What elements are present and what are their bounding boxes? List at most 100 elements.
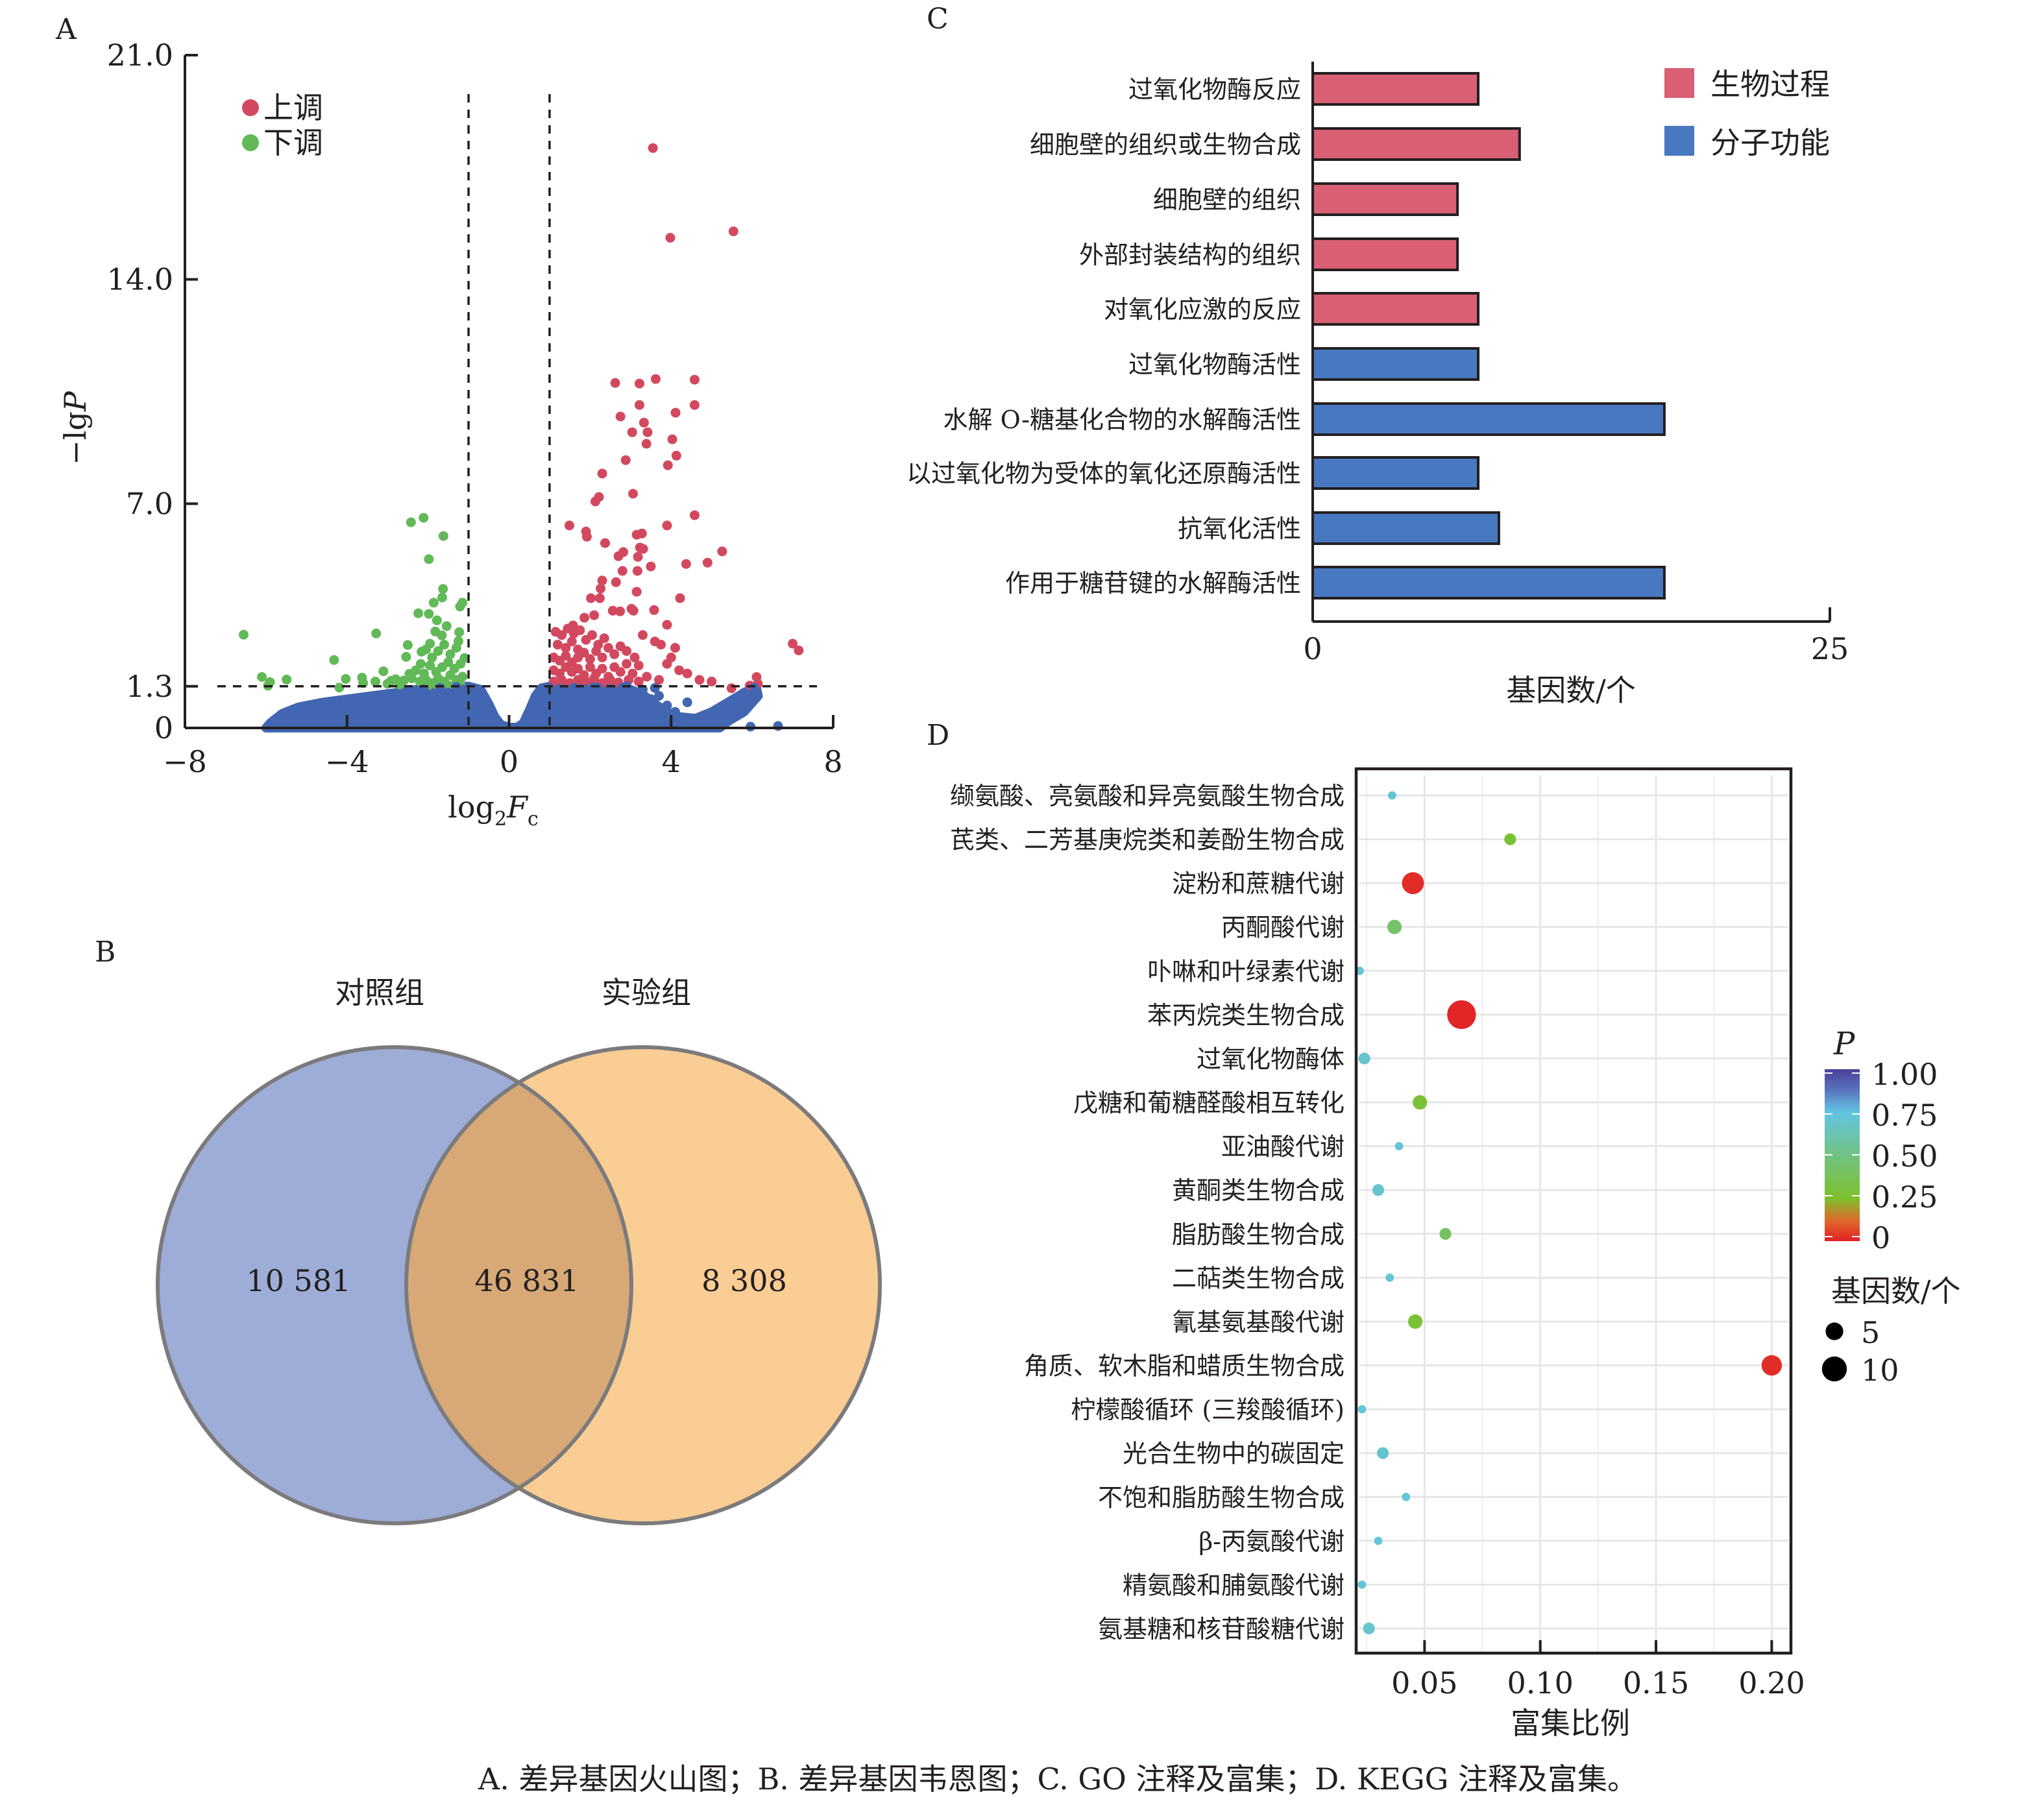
volcano-point-up bbox=[561, 651, 571, 661]
volcano-y-tick-label: 21.0 bbox=[107, 38, 173, 73]
volcano-axes bbox=[184, 54, 834, 729]
size-legend-label: 10 bbox=[1861, 1353, 1899, 1388]
volcano-point-nonsig bbox=[690, 715, 701, 725]
volcano-point-up bbox=[597, 468, 607, 479]
volcano-point-up bbox=[597, 664, 607, 674]
volcano-point-down bbox=[445, 649, 456, 659]
volcano-point-up bbox=[605, 675, 616, 685]
volcano-point-up bbox=[674, 665, 685, 675]
volcano-point-down bbox=[421, 644, 431, 655]
volcano-point-up bbox=[627, 427, 637, 437]
legend-bio-process-label: 生物过程 bbox=[1710, 67, 1830, 102]
volcano-point-nonsig bbox=[362, 707, 372, 717]
go-bar bbox=[1311, 511, 1500, 545]
volcano-point-up bbox=[591, 646, 602, 656]
volcano-point-nonsig bbox=[297, 703, 308, 714]
kegg-category-label: 二萜类生物合成 bbox=[1172, 1264, 1344, 1292]
kegg-bubble bbox=[1761, 1355, 1782, 1376]
volcano-y-tick-label: 0 bbox=[154, 710, 173, 745]
volcano-point-nonsig bbox=[378, 700, 389, 710]
volcano-point-up bbox=[622, 646, 632, 656]
volcano-point-up bbox=[638, 630, 648, 640]
volcano-point-up bbox=[690, 400, 700, 410]
kegg-bubble bbox=[1357, 1580, 1367, 1589]
kegg-bubbles bbox=[1356, 791, 1782, 1635]
panel-label-c: C bbox=[927, 3, 949, 36]
volcano-points bbox=[239, 143, 804, 732]
go-bar bbox=[1311, 566, 1666, 599]
legend-mol-function-swatch bbox=[1664, 126, 1694, 156]
volcano-point-nonsig bbox=[646, 694, 656, 705]
volcano-point-up bbox=[594, 593, 605, 603]
kegg-category-label: 苯丙烷类生物合成 bbox=[1147, 1001, 1344, 1030]
venn-count-shared: 46 831 bbox=[475, 1263, 579, 1298]
volcano-point-up bbox=[666, 652, 676, 662]
go-category-label: 以过氧化物为受体的氧化还原酶活性 bbox=[906, 459, 1301, 488]
volcano-point-up bbox=[648, 143, 658, 153]
venn-experiment-outline bbox=[404, 1045, 882, 1525]
volcano-x-tick-label: 8 bbox=[823, 744, 842, 779]
volcano-point-nonsig bbox=[386, 691, 396, 701]
volcano-point-down bbox=[427, 652, 437, 662]
venn-control-outline bbox=[156, 1045, 633, 1525]
color-legend-tick-label: 1.00 bbox=[1871, 1057, 1938, 1092]
kegg-x-axis-title: 富集比例 bbox=[1511, 1706, 1630, 1741]
volcano-point-up bbox=[613, 551, 624, 561]
volcano-legend: 上调 下调 bbox=[242, 90, 323, 160]
volcano-point-down bbox=[334, 683, 345, 693]
volcano-point-down bbox=[395, 679, 405, 690]
volcano-point-nonsig bbox=[483, 707, 494, 717]
volcano-point-nonsig bbox=[411, 694, 421, 705]
kegg-bubble bbox=[1402, 1492, 1411, 1501]
go-category-label: 过氧化物酶反应 bbox=[1128, 75, 1301, 104]
go-bar bbox=[1311, 127, 1521, 161]
volcano-point-nonsig bbox=[749, 683, 759, 693]
volcano-point-nonsig bbox=[346, 703, 356, 714]
volcano-point-down bbox=[451, 643, 461, 653]
volcano-point-down bbox=[407, 673, 417, 683]
volcano-point-nonsig bbox=[702, 710, 712, 720]
volcano-point-nonsig bbox=[306, 713, 316, 723]
volcano-point-up bbox=[654, 675, 664, 685]
threshold-lines bbox=[217, 94, 818, 728]
volcano-point-up bbox=[589, 610, 600, 620]
volcano-point-down bbox=[439, 640, 450, 650]
volcano-point-up bbox=[600, 538, 610, 548]
volcano-point-up bbox=[642, 427, 653, 437]
kegg-category-label: 芪类、二芳基庚烷类和姜酚生物合成 bbox=[950, 826, 1344, 854]
legend-mol-function-label: 分子功能 bbox=[1710, 125, 1830, 160]
volcano-point-down bbox=[378, 666, 389, 677]
go-category-label: 细胞壁的组织 bbox=[1153, 186, 1301, 214]
volcano-y-tick-label: 7.0 bbox=[126, 486, 173, 521]
volcano-point-nonsig bbox=[537, 688, 546, 698]
volcano-point-down bbox=[371, 676, 380, 686]
volcano-point-up bbox=[607, 605, 618, 616]
kegg-bubble bbox=[1394, 1142, 1404, 1150]
volcano-point-down bbox=[424, 609, 434, 619]
volcano-point-nonsig bbox=[773, 721, 783, 731]
volcano-point-up bbox=[603, 643, 613, 653]
volcano-y-axis-title: −lgP bbox=[58, 391, 93, 465]
kegg-grid bbox=[1359, 775, 1788, 1652]
volcano-point-nonsig bbox=[427, 691, 437, 701]
legend-up-label: 上调 bbox=[263, 90, 323, 125]
volcano-point-nonsig bbox=[371, 694, 380, 705]
volcano-point-nonsig bbox=[354, 696, 364, 706]
go-bar bbox=[1311, 456, 1480, 490]
go-category-label: 作用于糖苷键的水解酶活性 bbox=[1005, 569, 1301, 598]
kegg-category-label: 脂肪酸生物合成 bbox=[1172, 1220, 1344, 1249]
kegg-bubble bbox=[1377, 1447, 1389, 1459]
volcano-point-up bbox=[611, 577, 621, 587]
kegg-x-tick-label: 0.20 bbox=[1738, 1665, 1805, 1700]
venn-count-experiment-only: 8 308 bbox=[701, 1263, 787, 1298]
volcano-point-down bbox=[424, 554, 434, 564]
volcano-point-up bbox=[628, 489, 639, 499]
volcano-point-nonsig bbox=[395, 697, 405, 707]
kegg-bubble bbox=[1385, 1274, 1394, 1282]
venn-diagram: 对照组 实验组 10 581 46 831 8 308 bbox=[156, 975, 882, 1525]
volcano-point-up bbox=[597, 575, 607, 586]
kegg-bubble bbox=[1374, 1536, 1383, 1545]
volcano-point-up bbox=[662, 620, 672, 630]
volcano-point-up bbox=[615, 411, 626, 422]
